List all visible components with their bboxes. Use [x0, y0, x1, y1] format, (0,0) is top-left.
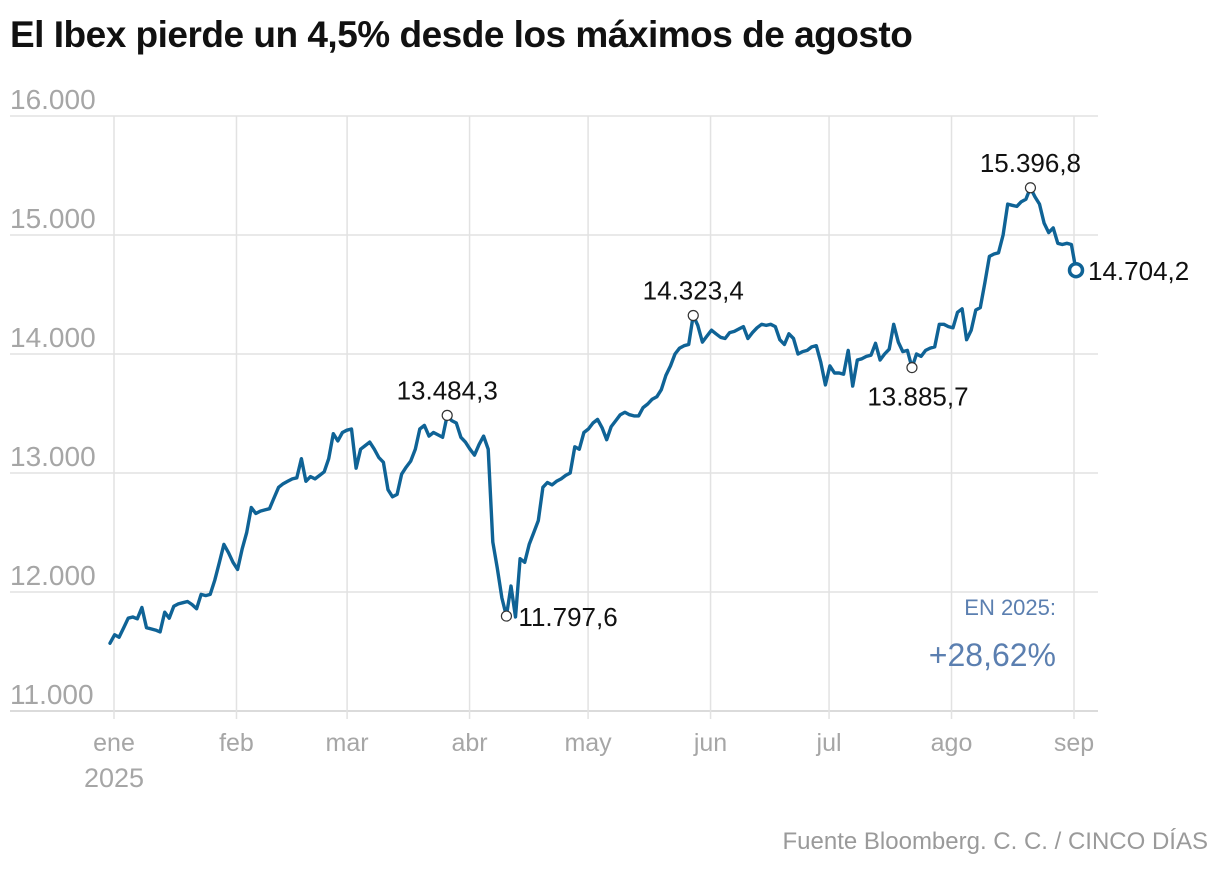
y-tick-label: 11.000	[10, 679, 94, 710]
x-tick-sublabel: 2025	[84, 763, 144, 793]
y-tick-label: 15.000	[10, 203, 96, 234]
annotation-label: 15.396,8	[980, 148, 1081, 178]
x-tick-label: may	[564, 729, 612, 757]
last-value-marker	[1067, 261, 1085, 279]
annotation-marker	[500, 610, 513, 622]
annotation-marker	[1024, 182, 1037, 194]
annotation-label: 13.885,7	[867, 382, 968, 412]
series-line	[108, 186, 1078, 645]
annotation-label: 11.797,6	[518, 602, 617, 632]
x-tick-label: ene	[93, 729, 135, 757]
y-tick-label: 13.000	[10, 441, 96, 472]
y-tick-label: 16.000	[10, 84, 96, 115]
y-axis: 11.000 12.000 13.000 14.000 15.000 16.000	[10, 84, 96, 710]
x-tick-label: abr	[451, 729, 487, 757]
annotation-marker	[441, 409, 453, 421]
source-note: Fuente Bloomberg. C. C. / CINCO DÍAS	[782, 828, 1208, 855]
callout-label: EN 2025:	[964, 595, 1056, 620]
x-tick-label: mar	[326, 729, 369, 757]
annotation-marker	[687, 309, 699, 322]
x-tick-label: jun	[693, 729, 727, 757]
annotations: 13.484,3 11.797,6 14.323,4 13.885,7 15.396,8…	[397, 148, 1190, 632]
x-tick-label: sep	[1054, 729, 1094, 757]
x-tick-label: ago	[931, 729, 973, 757]
x-tick-label: jul	[816, 729, 842, 757]
callout-value: +28,62%	[929, 637, 1056, 673]
annotation-label: 13.484,3	[397, 375, 498, 405]
callout: EN 2025: +28,62%	[929, 595, 1056, 673]
x-tick-label: feb	[219, 729, 254, 757]
x-axis: ene 2025 feb mar abr may jun jul ago sep	[84, 729, 1094, 793]
chart-title: El Ibex pierde un 4,5% desde los máximos…	[10, 14, 913, 55]
annotation-label: 14.323,4	[643, 276, 744, 306]
grid	[10, 115, 1098, 719]
annotation-marker	[906, 362, 918, 374]
annotation-label: 14.704,2	[1088, 256, 1189, 286]
y-tick-label: 14.000	[10, 322, 96, 353]
y-tick-label: 12.000	[10, 560, 96, 591]
